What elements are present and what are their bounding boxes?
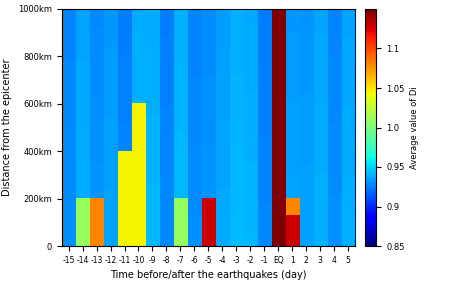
Y-axis label: Distance from the epicenter: Distance from the epicenter (2, 59, 12, 196)
X-axis label: Time before/after the earthquakes (day): Time before/after the earthquakes (day) (110, 270, 307, 280)
Y-axis label: Average value of Di: Average value of Di (410, 86, 419, 169)
